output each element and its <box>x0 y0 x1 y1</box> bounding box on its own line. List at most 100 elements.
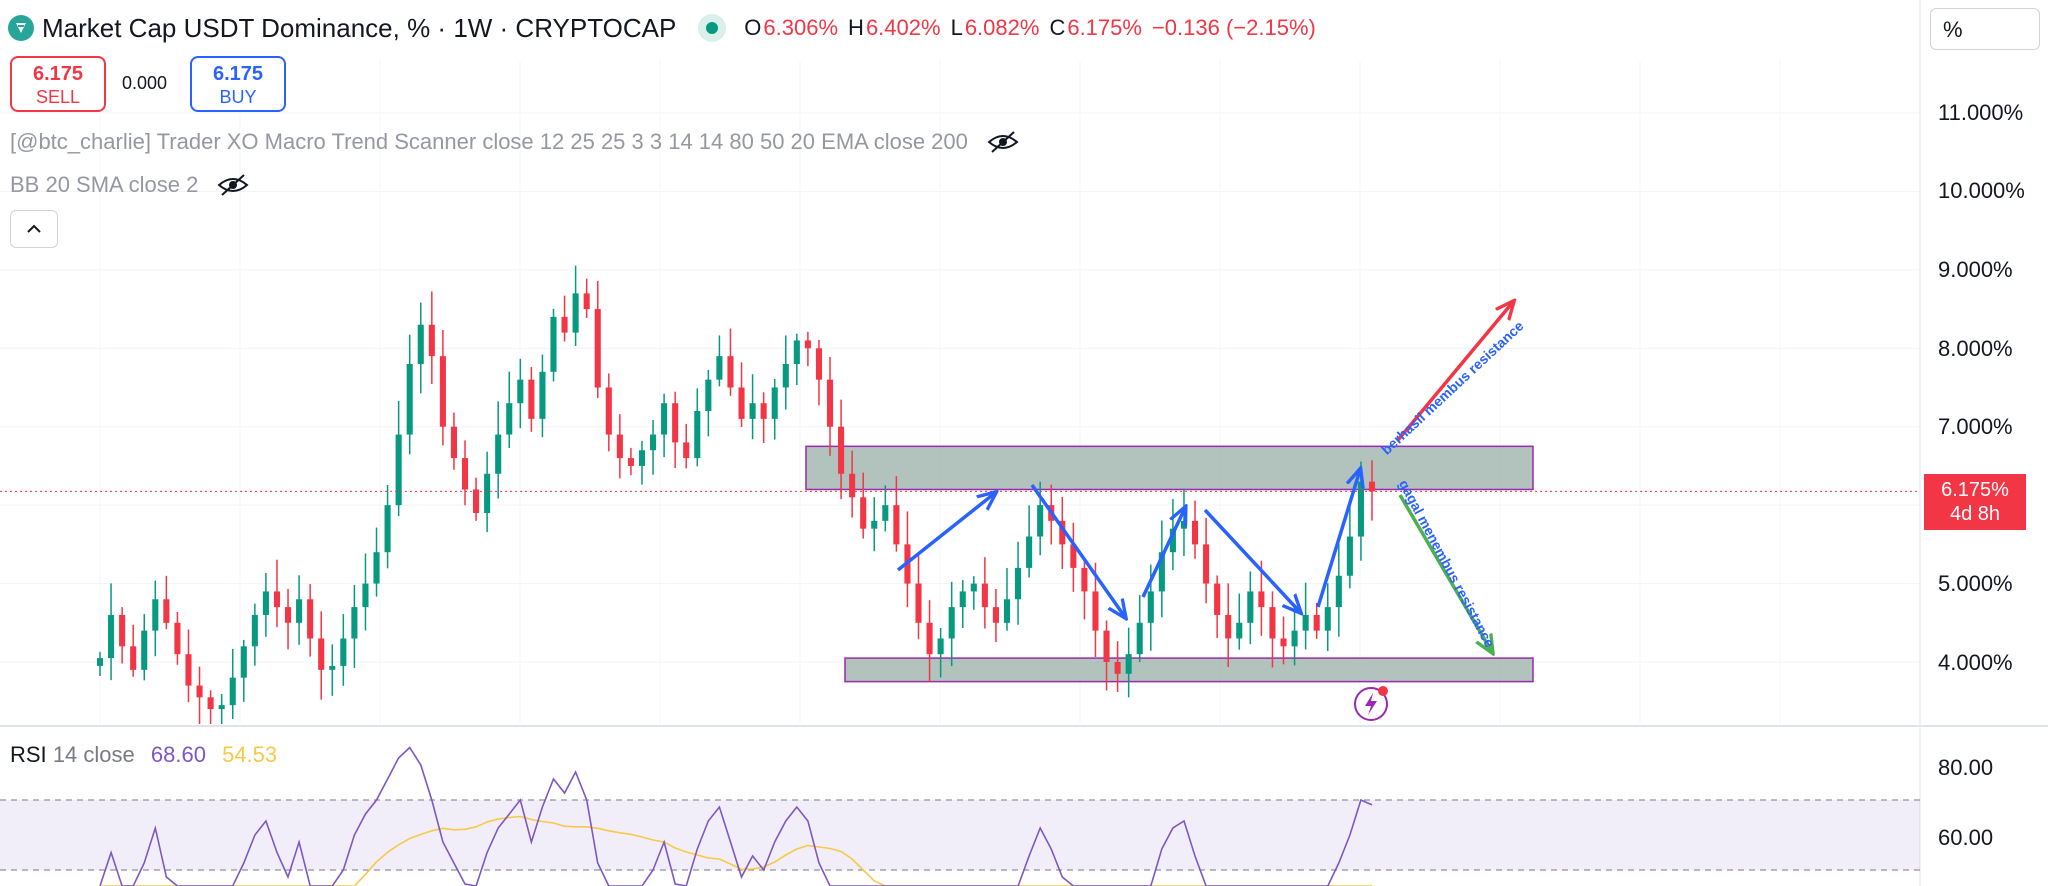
rsi-ma-value: 54.53 <box>222 742 278 767</box>
last-price: 6.175% <box>1941 479 2009 501</box>
candle <box>318 638 325 670</box>
indicator-bb-legend[interactable]: BB 20 SMA close 2 <box>10 172 250 198</box>
candle <box>119 614 126 647</box>
collapse-legend-button[interactable] <box>10 210 58 248</box>
hidden-eye-icon[interactable] <box>216 173 250 197</box>
sell-button[interactable]: 6.175 SELL <box>10 56 106 112</box>
candle <box>251 614 258 647</box>
zone-support <box>844 657 1534 683</box>
buy-button[interactable]: 6.175 BUY <box>190 56 286 112</box>
scale-unit-box[interactable]: % <box>1930 8 2040 50</box>
candle <box>882 505 889 521</box>
candle <box>362 583 369 608</box>
candle <box>893 505 900 545</box>
sell-label: SELL <box>35 87 81 107</box>
price-tick: 11.000% <box>1938 100 2024 125</box>
candle <box>207 697 214 710</box>
candle <box>838 426 845 474</box>
trend-arrow-blue <box>1316 470 1360 608</box>
candle <box>583 293 590 310</box>
candle <box>1302 614 1309 631</box>
candle <box>296 599 303 623</box>
candle <box>771 387 778 419</box>
zone-resistance <box>805 445 1534 491</box>
candle <box>1092 591 1099 631</box>
candle <box>340 638 347 666</box>
candle <box>307 599 314 639</box>
rsi-legend[interactable]: RSI 14 close 68.60 54.53 <box>10 742 277 768</box>
trend-arrow-blue <box>896 493 995 572</box>
spread-value: 0.000 <box>122 73 168 93</box>
candle <box>96 658 104 666</box>
ohlc-high: H6.402% <box>848 15 941 40</box>
candle <box>1037 505 1044 537</box>
rsi-band <box>0 800 1920 870</box>
indicator-scanner-legend[interactable]: [@btc_charlie] Trader XO Macro Trend Sca… <box>10 129 1020 155</box>
symbol-header[interactable]: Market Cap USDT Dominance, % · 1W · CRYP… <box>8 10 1326 46</box>
indicator-bb-label: BB 20 SMA close 2 <box>10 172 199 197</box>
buy-price: 6.175 <box>212 63 264 85</box>
rsi-name: RSI <box>10 742 47 767</box>
candle <box>849 473 856 498</box>
price-tick: 5.000% <box>1938 571 2013 596</box>
trend-arrow-blue <box>1030 483 1125 617</box>
candle <box>1368 481 1376 492</box>
candle <box>163 599 170 623</box>
candle <box>1070 544 1077 568</box>
candle <box>1247 591 1254 623</box>
candle <box>141 630 148 670</box>
breakout-arrow-red <box>1396 302 1513 442</box>
candle <box>959 591 966 608</box>
candle <box>417 324 424 364</box>
rsi-params: 14 close <box>52 742 135 767</box>
candle <box>1280 638 1287 647</box>
candle <box>981 583 988 608</box>
candle <box>450 426 457 459</box>
candle <box>661 403 668 435</box>
candle <box>273 591 281 608</box>
candle <box>1236 622 1243 639</box>
candle <box>793 340 800 364</box>
candle <box>185 654 192 686</box>
candle <box>406 363 413 435</box>
candle <box>528 379 535 419</box>
candle <box>1346 536 1353 576</box>
candle <box>638 450 646 466</box>
candle <box>539 371 546 419</box>
candle <box>672 403 679 443</box>
candle <box>1125 654 1132 674</box>
market-status-icon[interactable] <box>698 14 727 42</box>
candle <box>262 591 269 615</box>
candle <box>229 677 236 706</box>
candle <box>970 583 977 592</box>
candle <box>1026 536 1033 568</box>
candle <box>152 599 159 631</box>
candle <box>1335 575 1342 608</box>
candle <box>1114 662 1121 674</box>
candle <box>196 685 203 698</box>
candle <box>1191 520 1199 545</box>
price-tick: 7.000% <box>1938 414 2013 439</box>
price-tick: 9.000% <box>1938 257 2013 282</box>
candle <box>926 622 933 655</box>
failure-arrow-green <box>1398 494 1492 652</box>
candle <box>561 316 568 333</box>
candle <box>495 434 502 474</box>
candle <box>738 387 745 419</box>
symbol-title[interactable]: Market Cap USDT Dominance, % · 1W · CRYP… <box>42 12 677 43</box>
candle <box>937 638 944 655</box>
candle <box>395 434 402 506</box>
rsi-value: 68.60 <box>150 742 206 767</box>
candle <box>804 340 811 349</box>
candle <box>815 348 822 380</box>
candle <box>1313 614 1320 631</box>
hidden-eye-icon[interactable] <box>986 130 1020 154</box>
candle <box>605 387 612 435</box>
candle <box>683 442 690 459</box>
candle <box>782 363 789 388</box>
lightning-alert-icon[interactable] <box>1353 684 1391 722</box>
trend-arrow-blue <box>1203 508 1300 612</box>
ohlc-close: C6.175% <box>1049 15 1142 40</box>
sell-price: 6.175 <box>32 63 84 85</box>
